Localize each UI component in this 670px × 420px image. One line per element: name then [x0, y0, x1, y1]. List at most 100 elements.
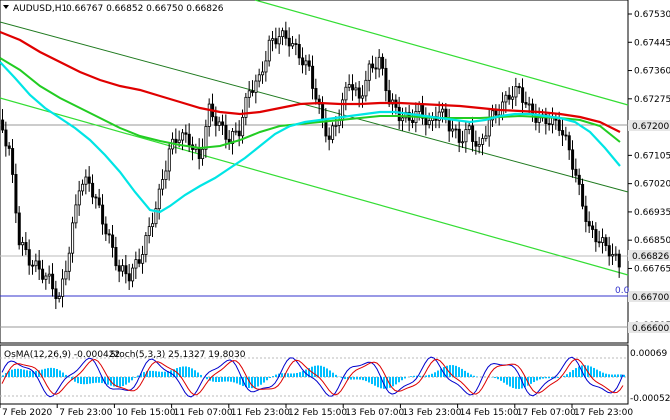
candle-body: [544, 114, 548, 124]
osma-bar: [152, 370, 154, 377]
osma-bar: [368, 377, 370, 383]
osma-bar: [248, 377, 250, 388]
time-tick-label: 7 Feb 23:00: [59, 408, 113, 418]
osma-bar: [623, 374, 625, 377]
osma-bar: [185, 366, 187, 377]
candle-body: [94, 196, 98, 199]
candle-body: [331, 125, 335, 140]
osma-bar: [608, 374, 610, 377]
candle-body: [451, 128, 455, 132]
osma-bar: [11, 369, 13, 377]
osma-bar: [20, 369, 22, 377]
osma-bar: [194, 370, 196, 377]
osma-bar: [614, 374, 616, 377]
osma-bar: [308, 368, 310, 377]
time-tick-label: 12 Feb 15:00: [288, 408, 347, 418]
candle-body: [34, 260, 38, 267]
candle-body: [527, 103, 531, 106]
candle-body: [297, 44, 301, 59]
candle-body: [244, 96, 248, 118]
candle-body: [584, 205, 588, 222]
candle-body: [97, 197, 101, 206]
osma-bar: [200, 374, 202, 377]
candle-body: [44, 275, 48, 280]
candle-body: [477, 144, 481, 147]
candle-body: [474, 141, 478, 147]
candle-body: [204, 126, 208, 150]
candle-body: [117, 265, 121, 272]
osma-bar: [605, 373, 607, 377]
ohlc-values: 0.66767 0.66852 0.66750 0.66826: [66, 4, 224, 14]
osma-bar: [365, 377, 367, 382]
candle-body: [481, 138, 485, 145]
osma-bar: [224, 377, 226, 382]
candle-body: [141, 254, 145, 264]
osma-bar: [71, 377, 73, 380]
osma-bar: [32, 371, 34, 377]
candle-body: [81, 183, 85, 192]
time-tick-label: 10 Feb 15:00: [116, 408, 175, 418]
osma-bar: [569, 372, 571, 377]
candle-body: [1, 119, 5, 131]
osma-bar: [116, 377, 118, 387]
candle-body: [317, 98, 321, 105]
osma-bar: [551, 377, 553, 379]
ma-red-line: [0, 30, 621, 133]
candle-body: [504, 94, 508, 103]
candle-body: [247, 90, 251, 98]
osma-bar: [239, 377, 241, 385]
osma-bar: [350, 377, 352, 380]
candle-body: [467, 125, 471, 130]
osma-bar: [389, 377, 391, 388]
candle-body: [287, 37, 291, 47]
osma-bar: [47, 368, 49, 377]
candle-body: [381, 56, 385, 69]
price-level-box-066700: [628, 291, 670, 302]
candle-body: [401, 117, 405, 122]
candle-body: [461, 141, 465, 144]
osma-label: OsMA(12,26,9) -0.000422: [4, 350, 120, 360]
osma-bar: [596, 369, 598, 377]
osma-bar: [221, 377, 223, 382]
candle-body: [294, 43, 298, 45]
osma-bar: [74, 377, 76, 382]
osma-bar: [533, 377, 535, 383]
osma-bar: [251, 377, 253, 389]
osma-bar: [191, 368, 193, 377]
candle-body: [167, 148, 171, 172]
osma-bar: [128, 377, 130, 383]
osma-bar: [443, 367, 445, 377]
osma-bar: [122, 377, 124, 387]
candle-body: [274, 38, 278, 45]
candle-body: [197, 147, 201, 160]
osma-bar: [509, 377, 511, 387]
osma-bar: [101, 377, 103, 384]
main-chart-panel[interactable]: [0, 0, 629, 344]
osma-bar: [29, 370, 31, 377]
osma-bar: [143, 372, 145, 377]
osma-bar: [233, 377, 235, 383]
candle-body: [374, 67, 378, 70]
candle-body: [537, 117, 541, 123]
candle-body: [217, 121, 221, 126]
candle-body: [21, 242, 25, 246]
time-tick-label: 17 Feb 23:00: [574, 408, 633, 418]
candle-body: [61, 278, 65, 297]
osma-bar: [494, 377, 496, 379]
candle-body: [121, 265, 125, 272]
candle-body: [64, 270, 68, 280]
osma-bar: [464, 370, 466, 377]
price-tick-label: 0.67275: [634, 95, 670, 105]
candle-body: [151, 223, 155, 228]
osma-bar: [173, 369, 175, 377]
osma-bar: [158, 371, 160, 377]
triangle-down-icon[interactable]: [3, 5, 9, 9]
candle-body: [514, 86, 518, 98]
osma-bar: [38, 370, 40, 377]
candle-body: [164, 170, 168, 180]
candle-body: [367, 63, 371, 81]
candle-body: [214, 116, 218, 126]
osma-bar: [584, 365, 586, 377]
